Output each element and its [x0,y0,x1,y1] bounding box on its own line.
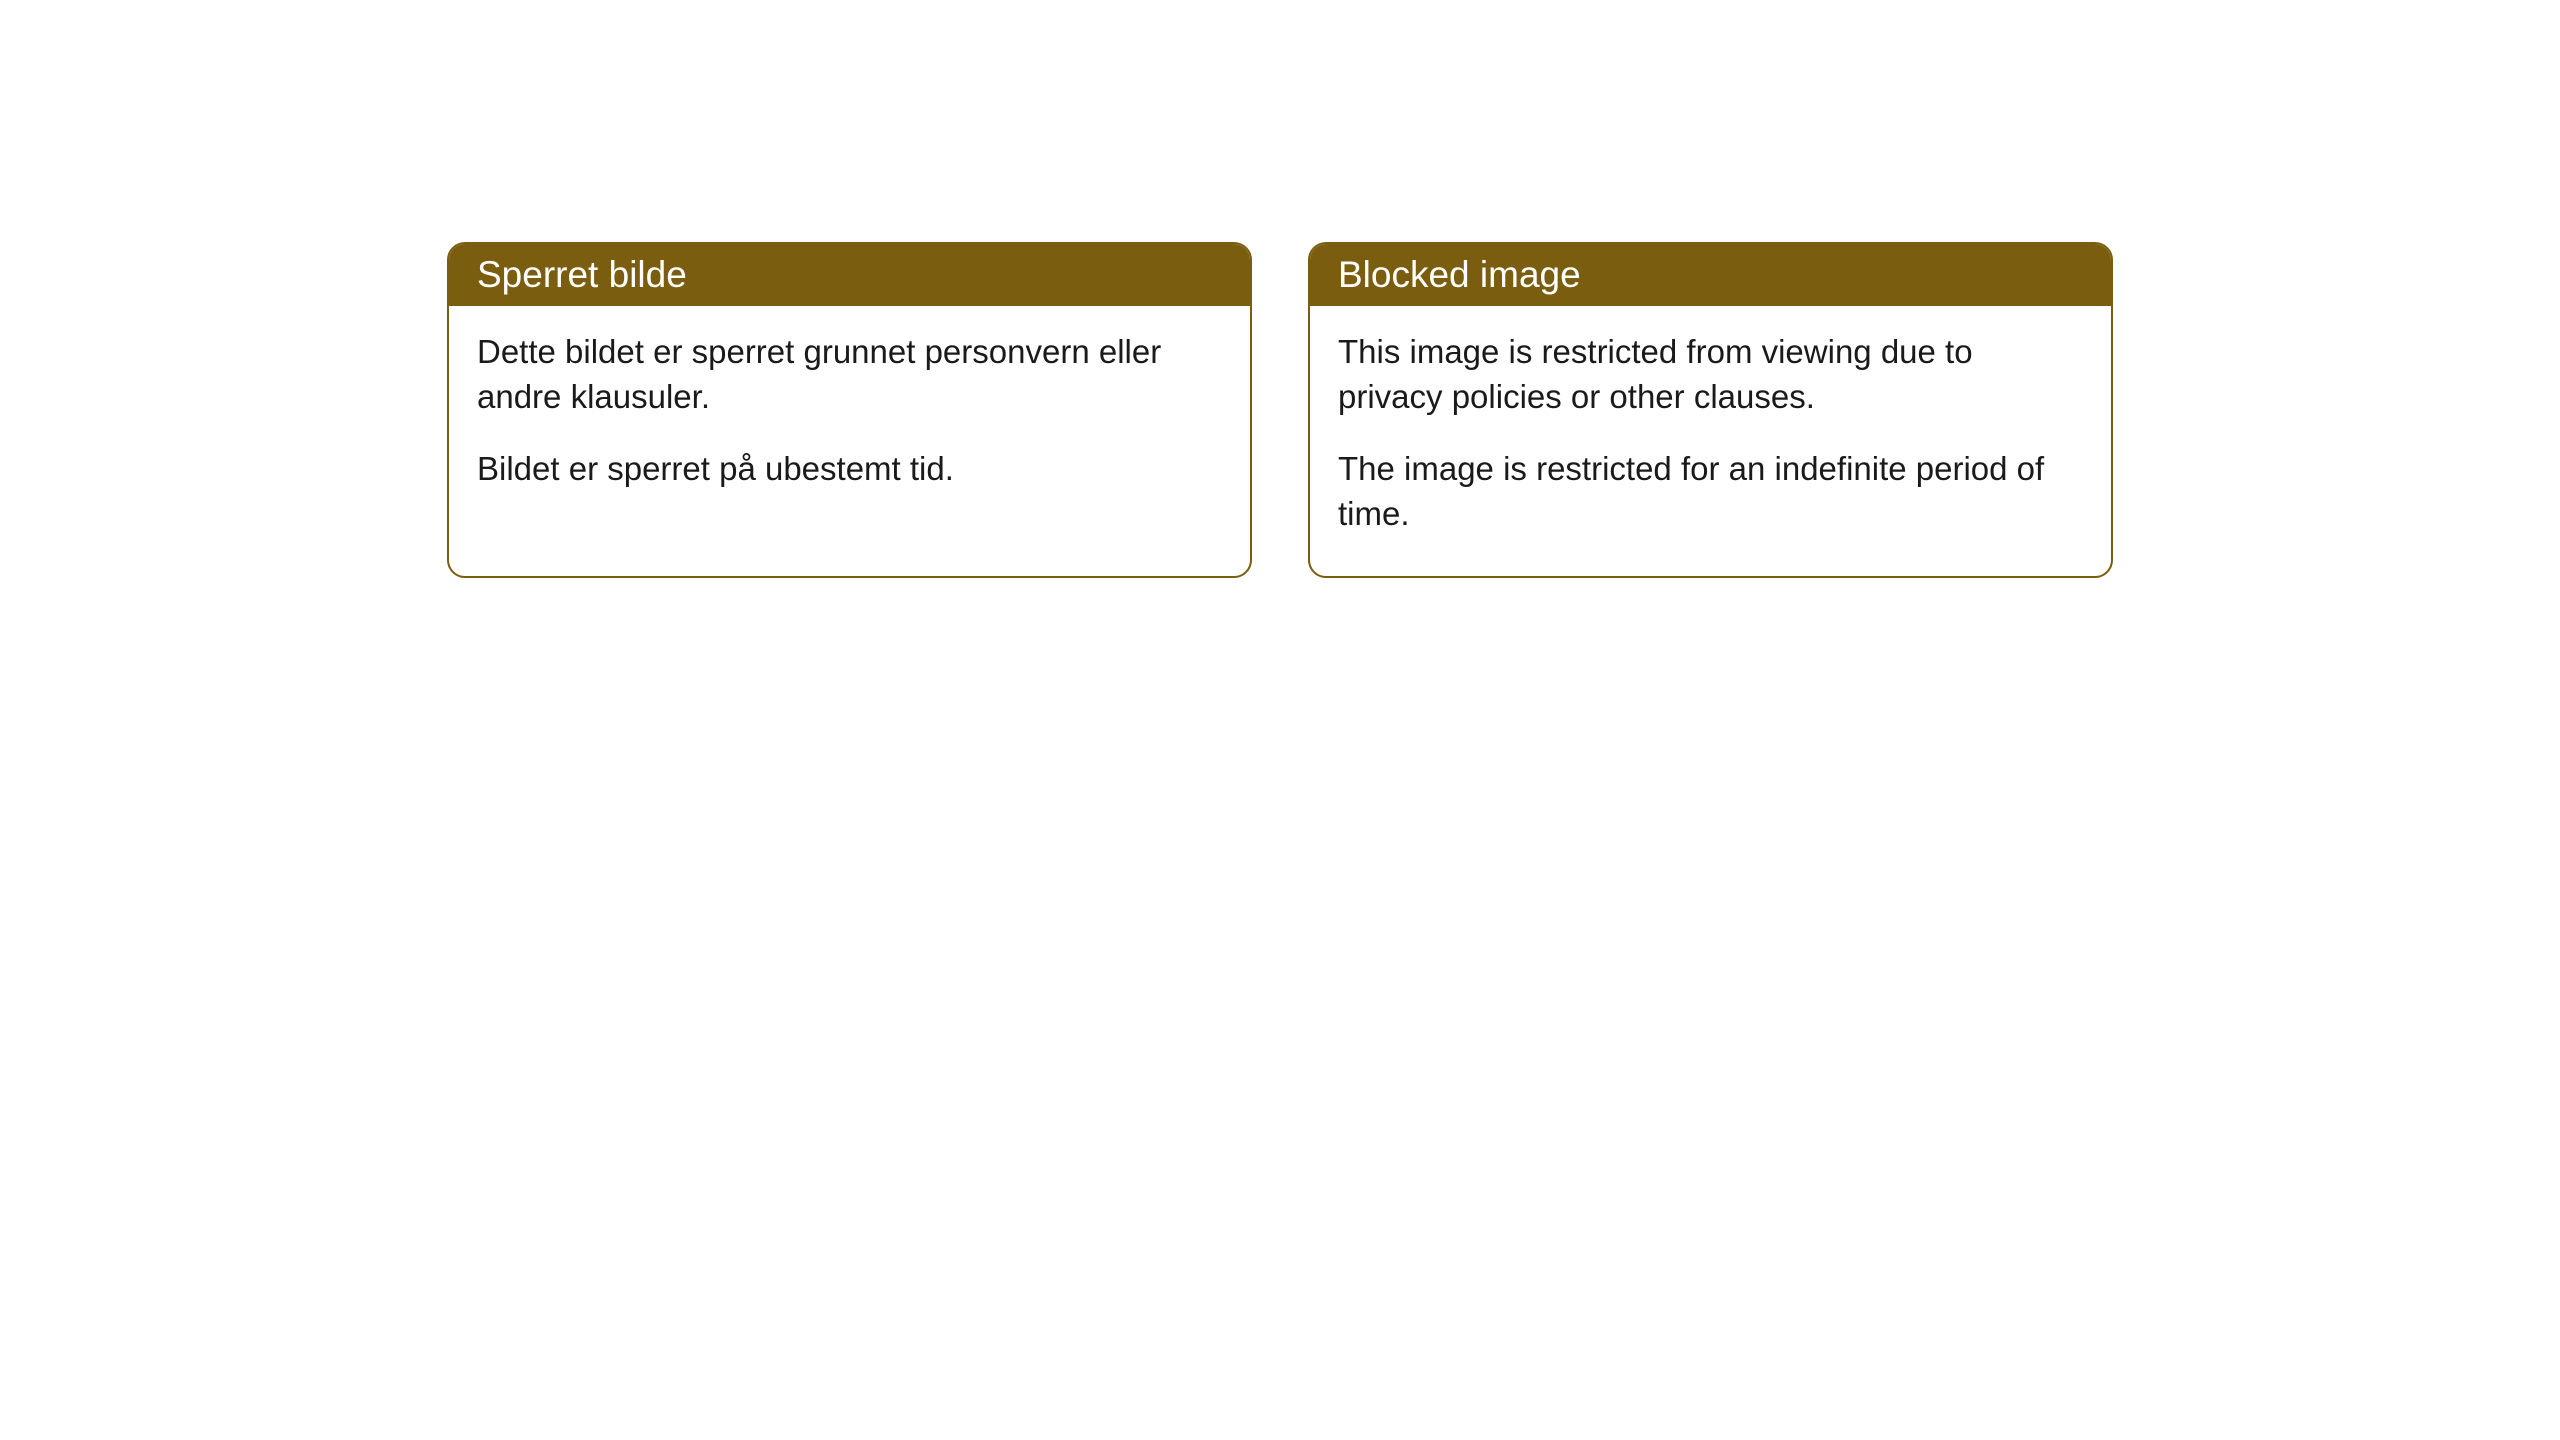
notice-paragraph: Dette bildet er sperret grunnet personve… [477,330,1222,419]
card-body-norwegian: Dette bildet er sperret grunnet personve… [449,306,1250,532]
card-title: Sperret bilde [477,254,687,295]
notice-card-english: Blocked image This image is restricted f… [1308,242,2113,578]
notice-card-norwegian: Sperret bilde Dette bildet er sperret gr… [447,242,1252,578]
card-title: Blocked image [1338,254,1581,295]
notice-paragraph: This image is restricted from viewing du… [1338,330,2083,419]
card-body-english: This image is restricted from viewing du… [1310,306,2111,576]
notice-paragraph: Bildet er sperret på ubestemt tid. [477,447,1222,492]
notice-paragraph: The image is restricted for an indefinit… [1338,447,2083,536]
card-header-norwegian: Sperret bilde [449,244,1250,306]
notice-container: Sperret bilde Dette bildet er sperret gr… [0,242,2560,578]
card-header-english: Blocked image [1310,244,2111,306]
